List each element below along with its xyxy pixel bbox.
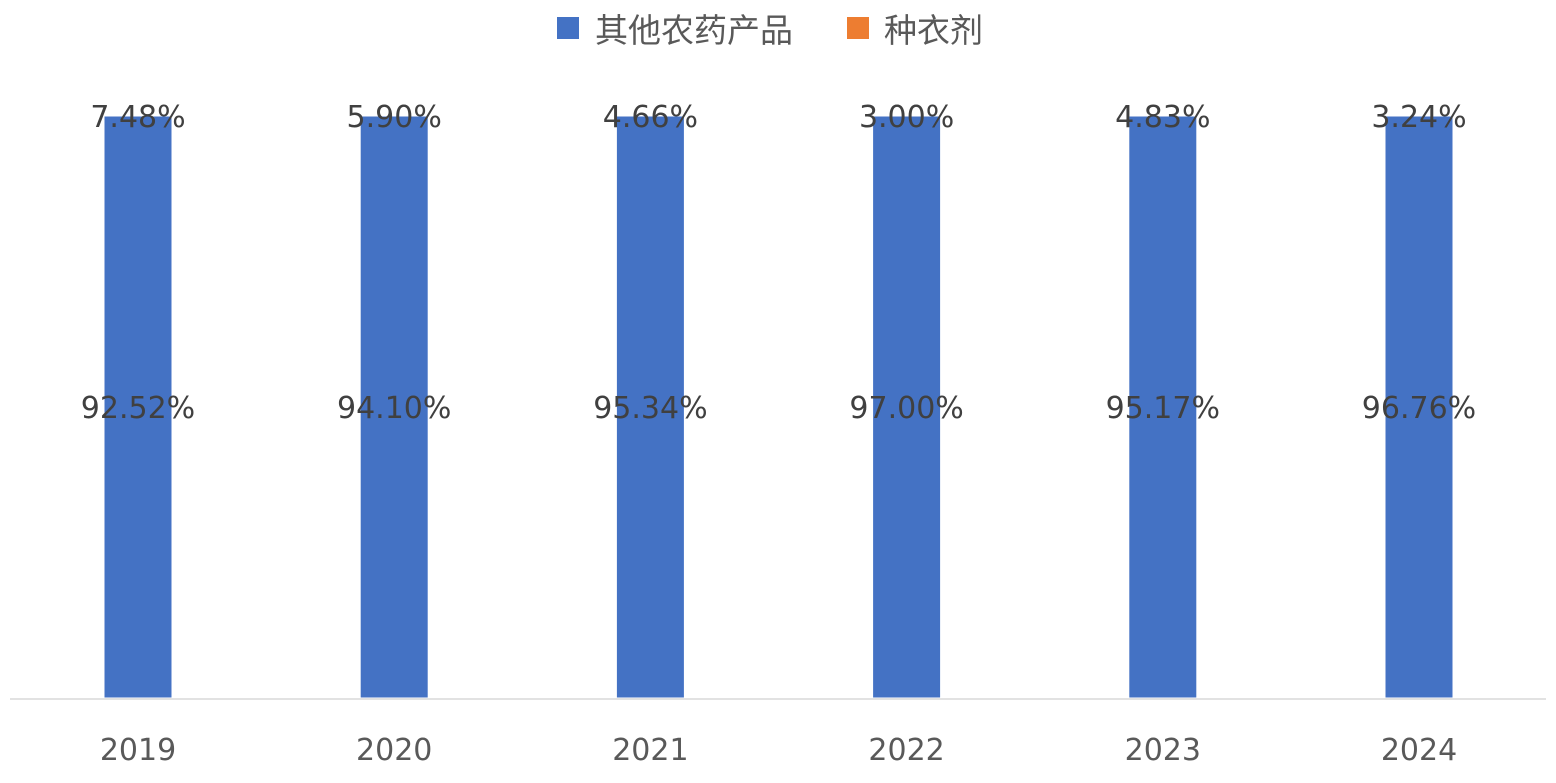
x-tick-label: 2023 xyxy=(1125,733,1201,768)
legend-label-seed-coating: 种衣剂 xyxy=(884,11,983,50)
x-tick-label: 2021 xyxy=(612,733,688,768)
x-tick-label: 2024 xyxy=(1381,733,1457,768)
data-label: 5.90% xyxy=(347,100,442,135)
x-tick-label: 2022 xyxy=(868,733,944,768)
legend-swatch-other-pesticides xyxy=(557,17,579,39)
data-label: 96.76% xyxy=(1362,391,1476,426)
x-tick-label: 2020 xyxy=(356,733,432,768)
bar-other-pesticides-2019 xyxy=(103,115,173,699)
bar-other-pesticides-2021 xyxy=(615,115,685,699)
bar-other-pesticides-2022 xyxy=(872,115,942,699)
data-label: 94.10% xyxy=(337,391,451,426)
bar-other-pesticides-2020 xyxy=(359,115,429,699)
x-tick-label: 2019 xyxy=(100,733,176,768)
legend: 其他农药产品 种衣剂 xyxy=(557,11,983,50)
legend-label-other-pesticides: 其他农药产品 xyxy=(595,11,793,50)
data-label: 3.24% xyxy=(1371,100,1466,135)
data-label: 3.00% xyxy=(859,100,954,135)
data-label: 4.66% xyxy=(603,100,698,135)
data-label: 7.48% xyxy=(90,100,185,135)
bar-other-pesticides-2023 xyxy=(1128,115,1198,699)
data-label: 95.34% xyxy=(593,391,707,426)
data-label: 97.00% xyxy=(849,391,963,426)
data-label: 95.17% xyxy=(1106,391,1220,426)
bar-other-pesticides-2024 xyxy=(1384,115,1454,699)
data-label: 4.83% xyxy=(1115,100,1210,135)
legend-swatch-seed-coating xyxy=(847,17,869,39)
data-label: 92.52% xyxy=(81,391,195,426)
